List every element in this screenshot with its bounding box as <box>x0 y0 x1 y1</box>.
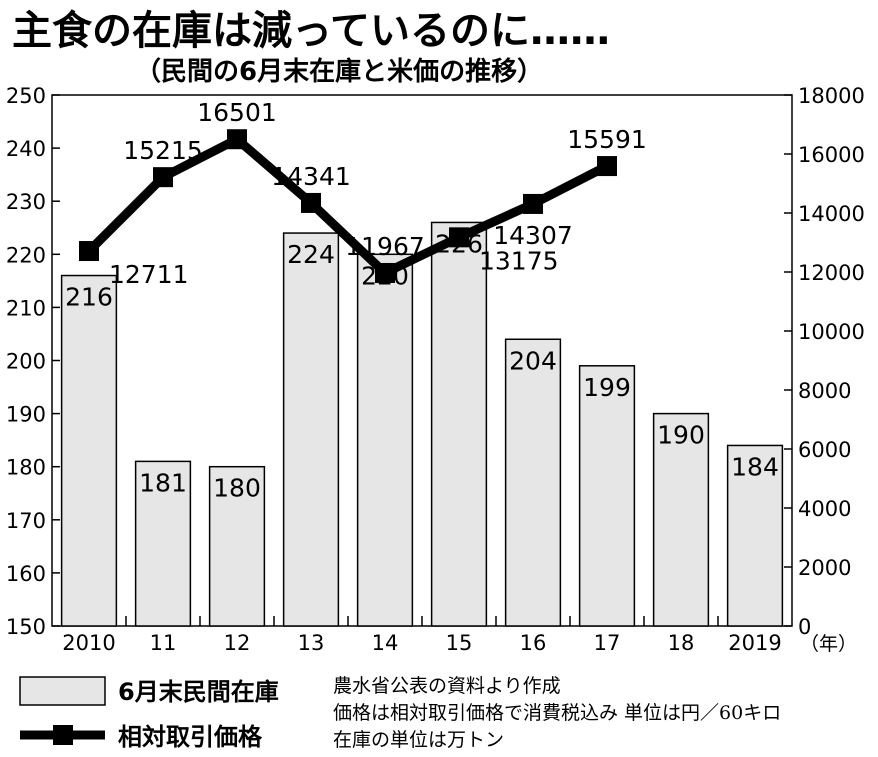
y-left-tick-label: 200 <box>6 350 46 374</box>
bar <box>578 365 636 627</box>
y-right-tick-label: 18000 <box>798 84 865 108</box>
bar <box>504 338 562 627</box>
x-tick-label: 17 <box>594 631 621 655</box>
y-left-tick-label: 160 <box>6 562 46 586</box>
price-line <box>85 133 610 279</box>
price-value-label: 16501 <box>197 98 277 127</box>
price-point <box>153 167 173 188</box>
bar <box>208 465 266 627</box>
bar-value-label: 190 <box>657 421 705 450</box>
bar-value-label: 184 <box>731 452 779 481</box>
chart-subtitle: （民間の6月末在庫と米価の推移） <box>135 57 543 87</box>
bar <box>652 412 710 627</box>
x-tick-label: 18 <box>668 631 695 655</box>
price-point <box>79 241 99 262</box>
legend: 6月末民間在庫 相対取引価格 <box>19 676 279 751</box>
bar <box>282 232 340 627</box>
y-left-tick-label: 170 <box>6 509 46 533</box>
y-left-tick-label: 240 <box>6 137 46 161</box>
x-tick-label: 2010 <box>62 631 115 655</box>
bar <box>356 253 414 627</box>
bar-value-label: 180 <box>213 474 261 503</box>
price-point <box>449 227 469 248</box>
bar <box>134 460 192 627</box>
y-right-tick-label: 8000 <box>798 379 851 403</box>
y-left-tick-label: 220 <box>6 243 46 267</box>
y-left-tick-label: 250 <box>6 84 46 108</box>
y-right-tick-label: 2000 <box>798 556 851 580</box>
y-right-tick-label: 14000 <box>798 202 865 226</box>
y-right-tick-label: 16000 <box>798 143 865 167</box>
note-source: 農水省公表の資料より作成 <box>333 675 561 697</box>
y-right-tick-label: 4000 <box>798 497 851 521</box>
bar <box>430 221 488 627</box>
price-value-label: 12711 <box>109 260 189 289</box>
y-left-tick-label: 210 <box>6 296 46 320</box>
bar-value-label: 181 <box>139 468 187 497</box>
bar <box>726 444 784 627</box>
legend-line-marker <box>53 725 73 745</box>
price-point <box>301 192 321 213</box>
price-value-label: 11967 <box>345 232 425 261</box>
note-stock-unit: 在庫の単位は万トン <box>333 729 504 751</box>
bar <box>60 274 118 627</box>
price-value-label: 13175 <box>479 246 559 275</box>
plot-area: 150 160 170 180 190 200 210 220 230 240 250 0 2000 40… <box>6 84 865 655</box>
chart-title: 主食の在庫は減っているのに…… <box>12 8 610 54</box>
y-right-tick-label: 0 <box>798 615 811 639</box>
y-right-tick-label: 12000 <box>798 261 865 285</box>
y-left-tick-label: 150 <box>6 615 46 639</box>
y-right-tick-label: 10000 <box>798 320 865 344</box>
price-point <box>375 262 395 283</box>
legend-bar-label: 6月末民間在庫 <box>118 678 279 706</box>
bar-value-label: 199 <box>583 373 631 402</box>
x-tick-label: 12 <box>224 631 251 655</box>
price-value-label: 14307 <box>493 221 573 250</box>
bar-value-label: 224 <box>287 240 335 269</box>
y-left-tick-label: 180 <box>6 456 46 480</box>
price-point <box>227 129 247 150</box>
x-tick-label: 15 <box>446 631 473 655</box>
x-tick-label: 11 <box>150 631 177 655</box>
price-point <box>523 193 543 214</box>
x-tick-label: 13 <box>298 631 325 655</box>
x-tick-label: 16 <box>520 631 547 655</box>
note-price-unit: 価格は相対取引価格で消費税込み 単位は円／60キロ <box>333 702 781 724</box>
price-value-label: 15591 <box>567 125 647 154</box>
y-left-tick-label: 230 <box>6 190 46 214</box>
bar-value-label: 204 <box>509 346 557 375</box>
y-right-tick-label: 6000 <box>798 438 851 462</box>
notes: 農水省公表の資料より作成 価格は相対取引価格で消費税込み 単位は円／60キロ 在… <box>333 675 781 751</box>
price-value-label: 15215 <box>123 136 203 165</box>
x-tick-label: 2019 <box>728 631 781 655</box>
bar-value-label: 216 <box>65 283 113 312</box>
x-tick-label: 14 <box>372 631 399 655</box>
legend-line-label: 相対取引価格 <box>118 723 263 751</box>
x-axis-unit: （年） <box>800 633 857 655</box>
price-point <box>597 156 617 177</box>
price-value-label: 14341 <box>271 162 351 191</box>
y-left-tick-label: 190 <box>6 403 46 427</box>
legend-bar-swatch <box>19 676 106 706</box>
